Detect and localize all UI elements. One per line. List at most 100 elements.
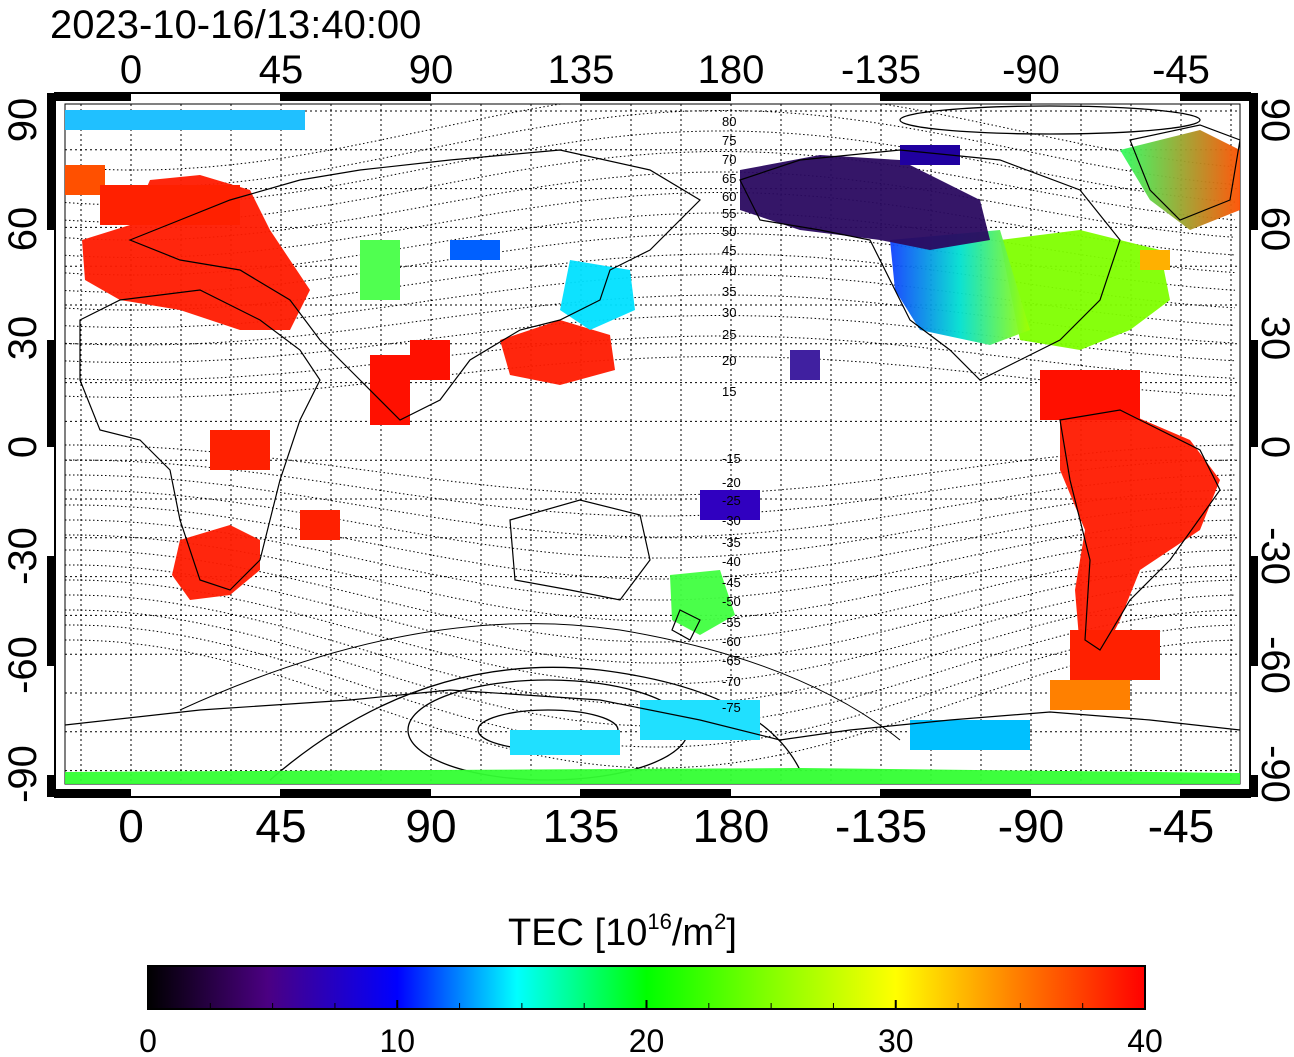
frame-bar-left [47,340,55,447]
lat-tick-left: -90 [1,745,45,803]
tec-patch [370,355,410,425]
contour-south [65,459,1236,517]
tec-region-alaska [740,155,990,250]
tec-patch [510,730,620,755]
lon-tick-bottom: 0 [118,800,144,852]
frame-bar-top [55,93,131,101]
contour-south [65,474,1236,538]
contour-north [65,110,1236,188]
lat-tick-right: 60 [1253,207,1294,252]
coastline [128,149,701,421]
contour-label: -35 [722,535,741,550]
lon-tick-top: 45 [259,48,304,92]
tec-region-north-america-west [890,230,1030,345]
lon-tick-bottom: -90 [998,800,1064,852]
contour-label: 40 [722,263,736,278]
frame-bar-right [1250,93,1258,230]
contour-labels: 80 75 70 65 60 55 50 45 40 35 30 25 20 15 -15 -20 -25 -30… [722,114,741,715]
tec-patch [1140,250,1170,270]
tec-patch [1050,680,1130,710]
frame-bar-bottom [280,789,431,797]
lon-tick-top: 0 [120,48,142,92]
contour-label: 80 [722,114,736,129]
colorbar-tick-label: 20 [629,1023,665,1057]
contour-label: -20 [722,475,741,490]
frame-bar-top [1180,93,1250,101]
contour-pole-north [899,105,1201,135]
lon-tick-top: 180 [698,48,765,92]
contour-label: 45 [722,243,736,258]
frame-bar-bottom [580,789,731,797]
tec-region-east-asia [500,320,615,385]
colorbar-tick-label: 10 [379,1023,415,1057]
lon-tick-bottom: 135 [543,800,620,852]
lon-tick-bottom: 180 [693,800,770,852]
lon-tick-bottom: -135 [835,800,927,852]
colorbar-ticks: 0 10 20 30 40 [139,1000,1163,1057]
tec-data-regions [65,110,1240,784]
contour-label: 65 [722,171,736,186]
frame-bar-bottom [880,789,1031,797]
contour-label: 15 [722,384,736,399]
contour-north [65,130,1236,206]
lon-tick-top: 90 [409,48,454,92]
lon-tick-bottom: -45 [1148,800,1214,852]
contour-label: -45 [722,575,741,590]
tec-region-south-america [1060,410,1220,660]
contour-label: 25 [722,327,736,342]
lat-tick-right: 0 [1253,436,1294,458]
contour-label: -65 [722,653,741,668]
contour-label: 70 [722,152,736,167]
lat-tick-right: -90 [1253,745,1294,803]
tec-region-antarctica [65,768,1240,784]
contour-south [65,504,1236,580]
tec-patch [1070,630,1160,680]
lon-tick-top: -45 [1152,48,1210,92]
frame-bar-left [47,775,55,797]
coastline [79,289,321,591]
coastline [509,499,651,601]
lon-tick-top: 135 [548,48,615,92]
coastline [671,609,701,641]
timestamp-title: 2023-10-16/13:40:00 [50,3,421,47]
tec-patch [300,510,340,540]
coastline [65,689,1240,741]
contour-south [65,519,1236,601]
tec-patch [910,720,1030,750]
contour-label: 50 [722,224,736,239]
coastline [739,149,1121,381]
frame-bar-top [280,93,431,101]
tec-region-north-america-east [1000,230,1170,350]
tec-patch [410,340,450,380]
tec-patch [900,145,960,165]
tec-patch [450,240,500,260]
contour-label: 20 [722,353,736,368]
contour-label: 55 [722,206,736,221]
tec-patch [700,490,760,520]
tec-patch [65,165,105,195]
colorbar-label: TEC [1016/m2] [508,909,737,954]
lat-tick-right: -60 [1253,636,1294,694]
tec-patch [210,430,270,470]
contour-label: -70 [722,674,741,689]
tec-region-japan [560,260,635,330]
lat-tick-left: 0 [1,436,45,458]
tec-patch [360,240,400,300]
tec-region-australia [670,570,735,635]
contour-label: -75 [722,700,741,715]
contour-label: -30 [722,513,741,528]
tec-patch [65,110,305,130]
contour-label: 60 [722,189,736,204]
contour-label: -40 [722,554,741,569]
frame-bar-left [47,556,55,666]
lat-tick-left: -30 [1,527,45,585]
coastline [1059,409,1221,651]
frame-bars [47,93,1258,797]
contour-south [65,624,1236,748]
frame-bar-right [1250,340,1258,447]
contour-label: 30 [722,305,736,320]
contour-label: -15 [722,451,741,466]
contour-label: -50 [722,594,741,609]
coastlines [65,124,1240,741]
